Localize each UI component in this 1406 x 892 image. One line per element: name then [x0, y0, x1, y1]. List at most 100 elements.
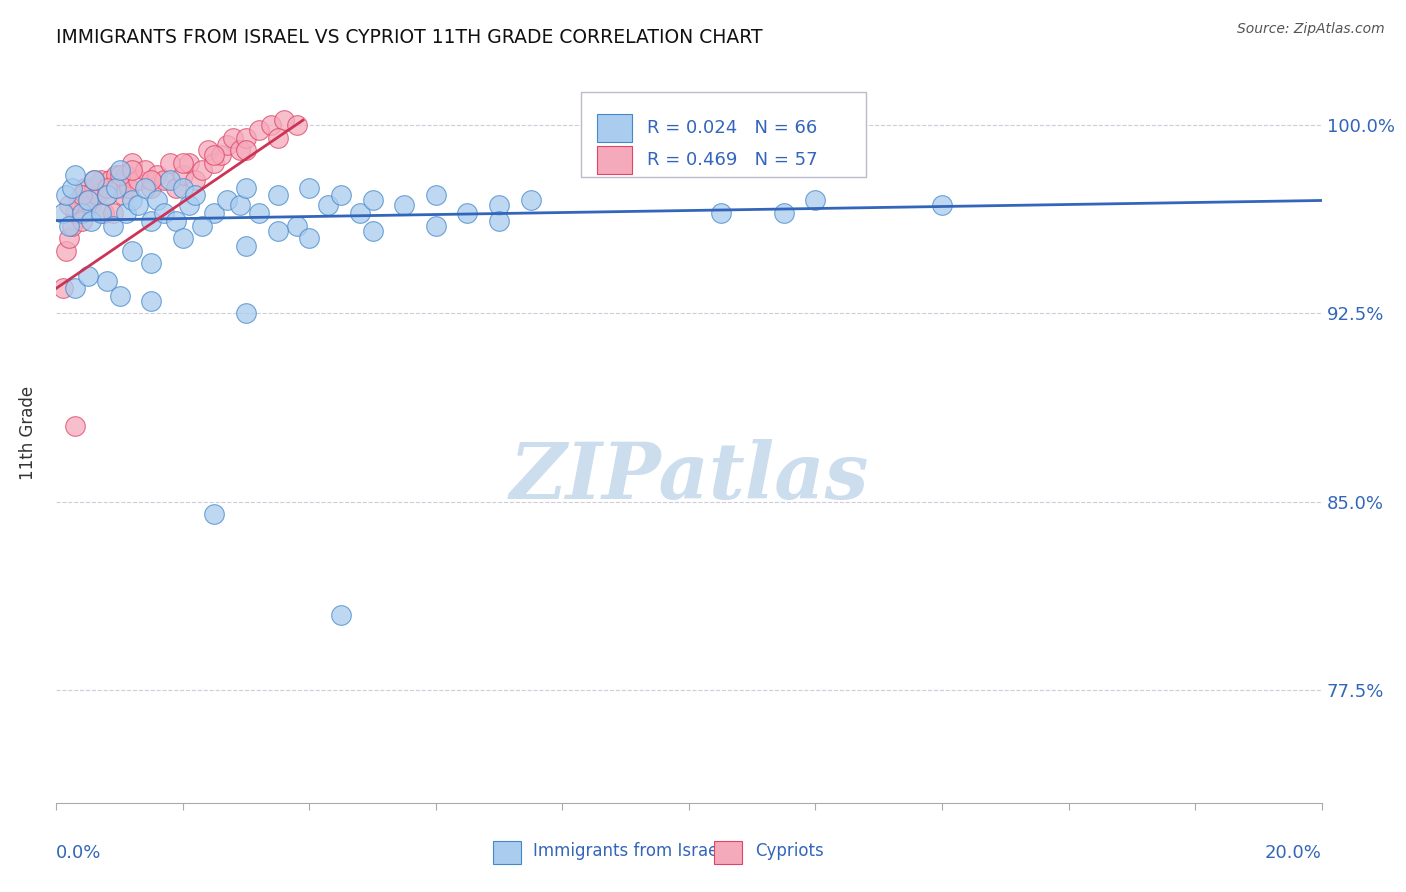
Point — [65, 206, 87, 220]
FancyBboxPatch shape — [596, 114, 633, 142]
Point — [361, 224, 384, 238]
Text: 11th Grade: 11th Grade — [20, 385, 38, 480]
Point — [228, 198, 250, 212]
Text: 20.0%: 20.0% — [1265, 844, 1322, 862]
Point — [247, 206, 270, 220]
Point — [709, 206, 731, 220]
FancyBboxPatch shape — [596, 146, 633, 174]
Point — [172, 156, 194, 170]
Text: R = 0.469   N = 57: R = 0.469 N = 57 — [647, 151, 818, 169]
Point — [60, 219, 83, 233]
Point — [121, 156, 143, 170]
Point — [80, 198, 103, 212]
Point — [121, 163, 143, 178]
Point — [235, 130, 257, 145]
Point — [121, 244, 143, 258]
Point — [166, 213, 188, 227]
Point — [52, 206, 75, 220]
Point — [177, 156, 201, 170]
Point — [58, 198, 80, 212]
Point — [141, 256, 163, 270]
Point — [141, 293, 163, 308]
Point — [267, 188, 290, 202]
Point — [202, 156, 225, 170]
Point — [58, 219, 80, 233]
Point — [298, 181, 321, 195]
Point — [96, 181, 118, 195]
Point — [267, 224, 290, 238]
Point — [65, 419, 87, 434]
Point — [520, 194, 543, 208]
Point — [172, 169, 194, 183]
Point — [217, 194, 239, 208]
Text: ZIPatlas: ZIPatlas — [509, 439, 869, 516]
Point — [172, 181, 194, 195]
Point — [361, 194, 384, 208]
Point — [349, 206, 371, 220]
Point — [76, 194, 98, 208]
Point — [98, 173, 121, 187]
Point — [108, 289, 131, 303]
Point — [260, 118, 283, 132]
Text: Source: ZipAtlas.com: Source: ZipAtlas.com — [1237, 22, 1385, 37]
Point — [86, 188, 108, 202]
Point — [202, 507, 225, 521]
Text: 0.0%: 0.0% — [56, 844, 101, 862]
Point — [141, 173, 163, 187]
Point — [209, 148, 232, 162]
Point — [108, 163, 131, 178]
Point — [222, 130, 245, 145]
Point — [217, 138, 239, 153]
Point — [773, 206, 796, 220]
Point — [58, 231, 80, 245]
FancyBboxPatch shape — [582, 92, 866, 178]
Point — [153, 173, 174, 187]
Point — [247, 123, 270, 137]
Point — [55, 244, 77, 258]
Point — [177, 198, 201, 212]
Point — [55, 188, 77, 202]
Point — [146, 169, 169, 183]
Point — [741, 123, 763, 137]
Point — [159, 156, 181, 170]
Point — [318, 198, 340, 212]
Point — [90, 206, 111, 220]
Point — [425, 188, 447, 202]
Point — [76, 194, 98, 208]
Text: Cypriots: Cypriots — [755, 842, 824, 860]
Text: Immigrants from Israel: Immigrants from Israel — [533, 842, 723, 860]
Point — [159, 173, 181, 187]
Point — [488, 198, 510, 212]
Point — [488, 213, 510, 227]
Point — [118, 181, 141, 195]
Point — [65, 281, 87, 295]
Point — [121, 194, 143, 208]
Point — [83, 181, 105, 195]
Point — [172, 231, 194, 245]
Point — [114, 169, 138, 183]
Point — [329, 607, 352, 622]
Point — [70, 213, 93, 227]
Point — [134, 163, 156, 178]
Text: IMMIGRANTS FROM ISRAEL VS CYPRIOT 11TH GRADE CORRELATION CHART: IMMIGRANTS FROM ISRAEL VS CYPRIOT 11TH G… — [56, 28, 763, 47]
FancyBboxPatch shape — [492, 841, 520, 863]
Point — [134, 181, 156, 195]
Point — [111, 188, 134, 202]
Point — [191, 219, 214, 233]
Point — [83, 173, 105, 187]
Point — [83, 173, 105, 187]
Point — [70, 188, 93, 202]
Point — [141, 213, 163, 227]
Point — [67, 194, 90, 208]
Point — [127, 173, 149, 187]
Point — [105, 181, 128, 195]
Point — [93, 206, 115, 220]
Point — [114, 206, 138, 220]
Point — [52, 281, 75, 295]
Point — [235, 181, 257, 195]
Point — [105, 169, 128, 183]
Point — [197, 143, 219, 157]
Point — [96, 188, 118, 202]
Point — [804, 194, 827, 208]
Point — [235, 238, 257, 252]
